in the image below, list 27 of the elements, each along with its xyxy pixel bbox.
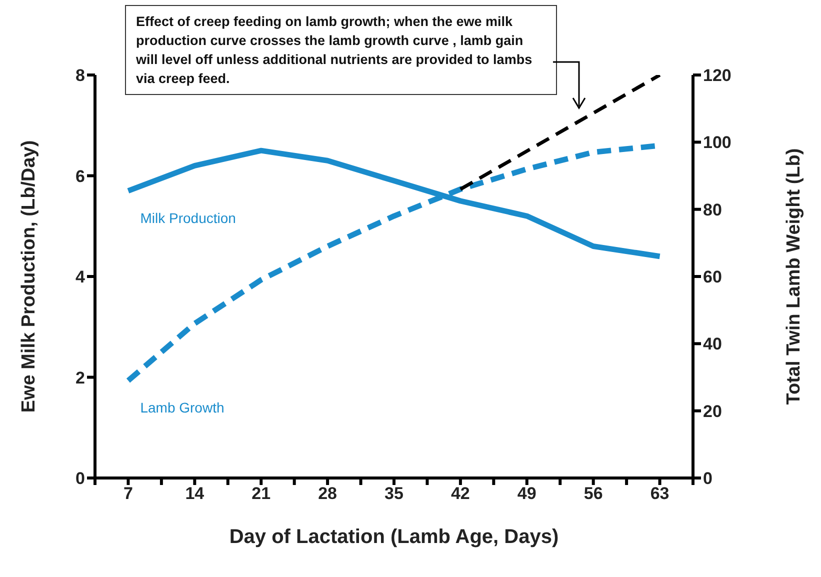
annotation: Effect of creep feeding on lamb growth; when the ewe milk production curve crosses the lamb growth curve , lamb gain will level off unless additional nutrients are provided to lambs via creep feed. (125, 5, 557, 95)
y-axis-title: Ewe Milk Production, (Lb/Day) (18, 140, 40, 413)
x-tick-label: 21 (252, 484, 271, 504)
y2-tick-label: 100 (703, 133, 732, 152)
x-tick-label: 63 (650, 484, 670, 504)
y-tick-label: 0 (76, 469, 85, 488)
x-tick-label: 42 (450, 484, 470, 504)
y2-tick-label: 60 (703, 268, 722, 287)
y-tick-label: 6 (76, 166, 85, 186)
y2-tick-label: 80 (703, 200, 722, 220)
y2-axis-title: Total Twin Lamb Weight (Lb) (784, 148, 805, 405)
y-tick-label: 2 (76, 368, 85, 388)
x-tick-label: 28 (318, 484, 338, 504)
x-tick-label: 14 (185, 484, 205, 504)
series-label: Lamb Growth (140, 400, 224, 416)
x-axis-title: Day of Lactation (Lamb Age, Days) (229, 526, 559, 548)
y2-tick-label: 120 (703, 66, 732, 86)
y2-tick-label: 40 (703, 334, 722, 354)
y2-tick-label: 20 (703, 402, 722, 421)
y-tick-label: 8 (76, 66, 85, 86)
y2-tick-label: 0 (703, 469, 712, 488)
x-tick-label: 49 (517, 484, 536, 504)
x-tick-label: 35 (384, 484, 404, 504)
series-label: Milk Production (140, 210, 236, 226)
y-tick-label: 4 (76, 268, 86, 287)
x-tick-label: 56 (584, 484, 603, 504)
x-tick-label: 7 (123, 484, 133, 504)
